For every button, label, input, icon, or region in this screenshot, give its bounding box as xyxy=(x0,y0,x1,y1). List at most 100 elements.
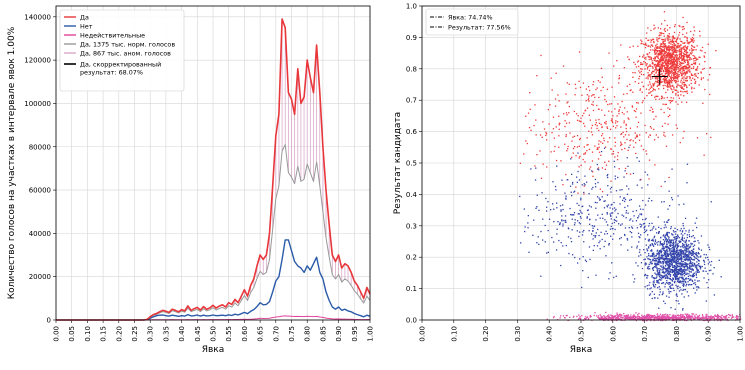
scatter-point xyxy=(680,257,682,259)
scatter-point xyxy=(667,59,669,61)
scatter-point xyxy=(678,258,681,261)
scatter-point xyxy=(664,43,666,45)
scatter-point xyxy=(660,69,662,71)
scatter-point xyxy=(655,134,657,136)
scatter-point xyxy=(665,54,667,56)
scatter-point xyxy=(666,269,668,271)
scatter-point xyxy=(558,100,560,102)
scatter-point xyxy=(664,72,667,74)
scatter-point xyxy=(668,254,670,256)
scatter-point xyxy=(656,252,658,255)
scatter-point xyxy=(653,57,655,60)
scatter-point xyxy=(595,88,597,91)
scatter-point xyxy=(604,146,607,148)
scatter-point xyxy=(605,230,607,232)
scatter-point xyxy=(689,256,692,258)
scatter-point xyxy=(658,279,660,281)
scatter-point xyxy=(648,69,651,72)
scatter-point xyxy=(613,276,615,279)
scatter-point xyxy=(653,84,655,87)
scatter-point xyxy=(597,167,600,169)
scatter-point xyxy=(669,49,671,51)
scatter-point xyxy=(659,241,661,243)
legend-label: Результат: 77.56% xyxy=(448,23,511,31)
scatter-point xyxy=(670,80,673,82)
scatter-point xyxy=(726,314,728,317)
scatter-point xyxy=(672,66,675,68)
scatter-point xyxy=(684,252,686,254)
scatter-point xyxy=(689,57,691,59)
scatter-point xyxy=(614,315,616,317)
scatter-point xyxy=(680,268,682,270)
scatter-point xyxy=(613,316,615,318)
scatter-point xyxy=(678,270,680,272)
scatter-point xyxy=(681,316,683,318)
scatter-point xyxy=(676,245,679,247)
scatter-point xyxy=(700,78,702,81)
scatter-point xyxy=(614,175,616,177)
scatter-point xyxy=(670,284,672,287)
scatter-point xyxy=(583,185,585,187)
scatter-point xyxy=(592,104,594,106)
scatter-point xyxy=(709,320,711,322)
scatter-point xyxy=(655,95,657,97)
scatter-point xyxy=(679,249,681,252)
scatter-point xyxy=(621,223,623,225)
scatter-point xyxy=(646,63,648,65)
scatter-point xyxy=(678,315,680,317)
scatter-point xyxy=(675,237,678,239)
scatter-point xyxy=(696,258,699,260)
scatter-point xyxy=(684,36,686,38)
scatter-point xyxy=(657,261,659,264)
scatter-point xyxy=(666,255,668,258)
scatter-point xyxy=(663,65,665,67)
scatter-point xyxy=(642,218,644,221)
scatter-point xyxy=(663,252,665,254)
scatter-point xyxy=(590,95,593,97)
scatter-point xyxy=(597,214,599,216)
scatter-point xyxy=(656,47,658,49)
scatter-point xyxy=(614,108,616,110)
scatter-point xyxy=(645,77,647,79)
scatter-point xyxy=(659,46,662,48)
scatter-point xyxy=(551,236,553,239)
scatter-point xyxy=(640,318,642,321)
scatter-point xyxy=(542,121,544,123)
scatter-point xyxy=(635,316,637,318)
scatter-point xyxy=(662,266,665,268)
scatter-point xyxy=(707,79,709,81)
scatter-point xyxy=(672,318,675,320)
scatter-point xyxy=(609,137,611,139)
scatter-point xyxy=(686,257,688,259)
scatter-point xyxy=(678,240,680,242)
scatter-point xyxy=(638,139,641,141)
scatter-point xyxy=(649,293,652,295)
scatter-point xyxy=(655,277,658,279)
scatter-point xyxy=(694,82,696,84)
scatter-point xyxy=(538,209,540,211)
scatter-point xyxy=(686,273,688,275)
scatter-point xyxy=(673,252,675,255)
scatter-point xyxy=(577,262,579,264)
scatter-point xyxy=(657,249,659,251)
scatter-point xyxy=(599,318,601,321)
scatter-point xyxy=(643,316,645,318)
scatter-point xyxy=(680,258,682,260)
scatter-point xyxy=(612,115,614,117)
scatter-point xyxy=(681,274,683,276)
scatter-point xyxy=(653,84,655,86)
scatter-point xyxy=(677,234,679,236)
scatter-point xyxy=(666,72,668,75)
scatter-point xyxy=(688,279,691,281)
scatter-point xyxy=(681,258,683,260)
scatter-point xyxy=(620,126,622,128)
scatter-point xyxy=(582,158,584,161)
scatter-point xyxy=(568,105,570,108)
scatter-point xyxy=(598,317,600,320)
scatter-point xyxy=(673,42,675,44)
scatter-point xyxy=(612,153,615,155)
scatter-point xyxy=(672,242,674,244)
scatter-point xyxy=(671,79,674,82)
scatter-point xyxy=(632,45,634,47)
scatter-point xyxy=(656,37,658,39)
